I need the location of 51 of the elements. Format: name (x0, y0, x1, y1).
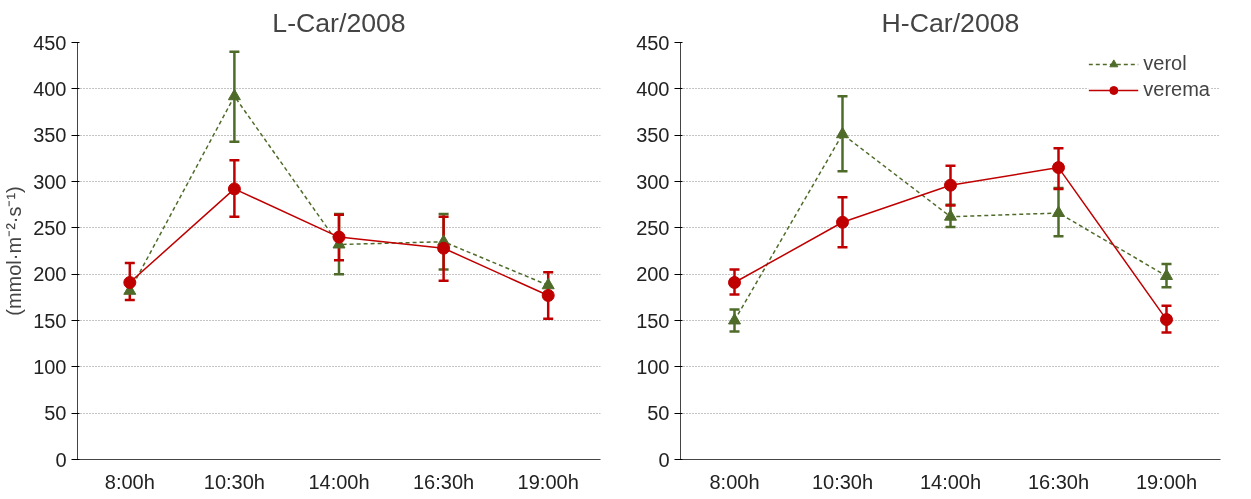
point (728, 313, 741, 325)
y-tick-label: 100 (636, 355, 670, 378)
point (541, 288, 555, 302)
y-tick-label: 300 (636, 170, 670, 193)
chart-title: L-Car/2008 (272, 7, 406, 38)
x-tick-label: 8:00h (104, 470, 155, 493)
y-axis-title: (mmol·m⁻²·s⁻¹) (3, 186, 26, 316)
point (1052, 205, 1065, 217)
y-tick-label: 450 (33, 31, 67, 54)
point (437, 241, 451, 255)
x-tick-label: 16:30h (1027, 470, 1090, 493)
x-tick-label: 14:00h (919, 470, 982, 493)
x-tick-label: 16:30h (413, 470, 475, 493)
x-tick-label: 10:30h (203, 470, 265, 493)
y-tick-label: 150 (33, 309, 67, 332)
legend-label: verema (1143, 78, 1210, 101)
legend-label: verol (1143, 52, 1187, 75)
y-tick-label: 250 (33, 216, 67, 239)
point (541, 277, 555, 290)
y-tick-label: 200 (636, 263, 670, 286)
y-tick-label: 200 (33, 263, 67, 286)
y-tick-label: 350 (636, 124, 670, 147)
y-tick-label: 50 (44, 402, 67, 425)
point (332, 230, 346, 244)
x-tick-label: 19:00h (1135, 470, 1198, 493)
point (1052, 161, 1065, 175)
y-tick-label: 150 (636, 309, 670, 332)
point (836, 215, 849, 229)
y-tick-label: 50 (647, 402, 670, 425)
y-tick-label: 400 (636, 77, 670, 100)
point (227, 182, 241, 196)
chart-title: H-Car/2008 (881, 7, 1020, 38)
y-tick-label: 300 (33, 170, 67, 193)
point (1160, 313, 1173, 327)
y-tick-label: 350 (33, 124, 67, 147)
y-tick-label: 250 (636, 216, 670, 239)
x-tick-label: 10:30h (811, 470, 874, 493)
y-tick-label: 0 (55, 448, 67, 471)
point (123, 276, 137, 289)
x-tick-label: 8:00h (709, 470, 760, 493)
point (1160, 268, 1173, 280)
y-tick-label: 100 (33, 355, 67, 378)
y-tick-label: 450 (636, 31, 670, 54)
y-tick-label: 0 (658, 448, 670, 471)
x-tick-label: 14:00h (308, 470, 370, 493)
x-tick-label: 19:00h (517, 470, 579, 493)
point (728, 276, 741, 289)
point (227, 88, 241, 101)
y-tick-label: 400 (33, 77, 67, 100)
point (944, 209, 957, 221)
point (944, 178, 957, 192)
